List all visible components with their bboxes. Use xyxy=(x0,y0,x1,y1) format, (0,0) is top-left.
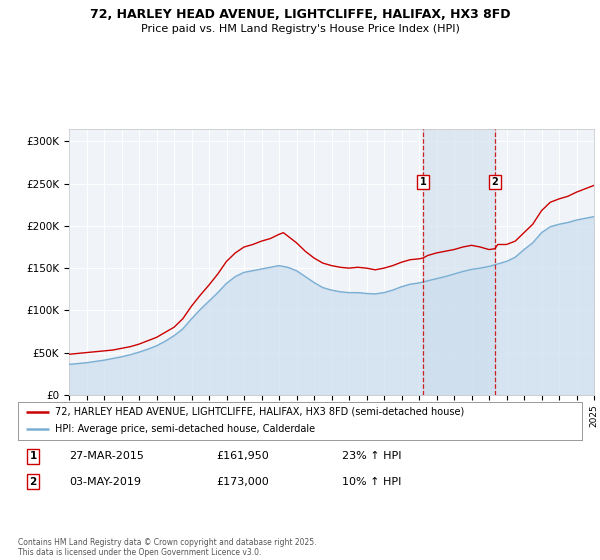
Text: HPI: Average price, semi-detached house, Calderdale: HPI: Average price, semi-detached house,… xyxy=(55,424,315,435)
Text: 72, HARLEY HEAD AVENUE, LIGHTCLIFFE, HALIFAX, HX3 8FD: 72, HARLEY HEAD AVENUE, LIGHTCLIFFE, HAL… xyxy=(90,8,510,21)
Text: 23% ↑ HPI: 23% ↑ HPI xyxy=(342,451,401,461)
Text: 1: 1 xyxy=(29,451,37,461)
Text: 10% ↑ HPI: 10% ↑ HPI xyxy=(342,477,401,487)
Text: Price paid vs. HM Land Registry's House Price Index (HPI): Price paid vs. HM Land Registry's House … xyxy=(140,24,460,34)
Text: 27-MAR-2015: 27-MAR-2015 xyxy=(69,451,144,461)
Bar xyxy=(423,129,495,395)
Text: £161,950: £161,950 xyxy=(216,451,269,461)
Text: 2: 2 xyxy=(29,477,37,487)
Text: Contains HM Land Registry data © Crown copyright and database right 2025.
This d: Contains HM Land Registry data © Crown c… xyxy=(18,538,317,557)
Text: 72, HARLEY HEAD AVENUE, LIGHTCLIFFE, HALIFAX, HX3 8FD (semi-detached house): 72, HARLEY HEAD AVENUE, LIGHTCLIFFE, HAL… xyxy=(55,407,464,417)
Text: £173,000: £173,000 xyxy=(216,477,269,487)
Text: 2: 2 xyxy=(491,177,499,187)
Text: 03-MAY-2019: 03-MAY-2019 xyxy=(69,477,141,487)
Text: 1: 1 xyxy=(419,177,427,187)
